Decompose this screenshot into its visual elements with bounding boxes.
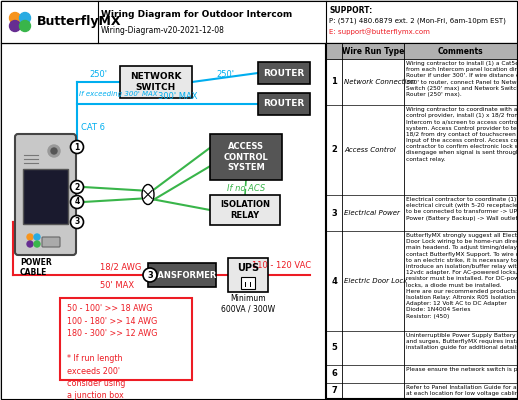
Bar	[23, 169, 68, 224]
Bar	[326, 43, 517, 59]
FancyBboxPatch shape	[15, 134, 76, 255]
Text: 1: 1	[75, 142, 80, 152]
Text: P: (571) 480.6879 ext. 2 (Mon-Fri, 6am-10pm EST): P: (571) 480.6879 ext. 2 (Mon-Fri, 6am-1…	[329, 18, 506, 24]
Text: 6: 6	[331, 370, 337, 378]
Text: 250': 250'	[216, 70, 234, 79]
Circle shape	[20, 20, 31, 32]
FancyBboxPatch shape	[60, 298, 192, 380]
Text: ISOLATION
RELAY: ISOLATION RELAY	[220, 200, 270, 220]
Text: 110 - 120 VAC: 110 - 120 VAC	[252, 261, 311, 270]
Circle shape	[143, 268, 157, 282]
Text: CAT 6: CAT 6	[81, 122, 105, 132]
Text: 18/2 AWG: 18/2 AWG	[100, 262, 141, 271]
Text: ACCESS
CONTROL
SYSTEM: ACCESS CONTROL SYSTEM	[224, 142, 268, 172]
Bar	[1, 1, 517, 43]
Text: 3: 3	[147, 270, 153, 280]
Text: 7: 7	[331, 386, 337, 395]
Text: 3: 3	[331, 208, 337, 218]
Text: Wiring contractor to install (1) a Cat5e/Cat6
from each Intercom panel location : Wiring contractor to install (1) a Cat5e…	[406, 61, 518, 97]
Text: ROUTER: ROUTER	[263, 68, 305, 78]
Text: If no ACS: If no ACS	[227, 184, 265, 193]
Text: 3: 3	[75, 218, 80, 226]
Text: Please ensure the network switch is properly grounded.: Please ensure the network switch is prop…	[406, 367, 518, 372]
Text: Refer to Panel Installation Guide for additional details. Leave 6' service loop
: Refer to Panel Installation Guide for ad…	[406, 385, 518, 396]
Text: Wiring contractor to coordinate with access
control provider, install (1) x 18/2: Wiring contractor to coordinate with acc…	[406, 107, 518, 162]
Bar	[228, 258, 268, 292]
Text: Wire Run Type: Wire Run Type	[342, 46, 404, 56]
Text: 300' MAX: 300' MAX	[158, 92, 197, 101]
Text: Uninterruptible Power Supply Battery Backup. To prevent voltage drops
and surges: Uninterruptible Power Supply Battery Bac…	[406, 333, 518, 350]
Text: 2: 2	[331, 146, 337, 154]
Circle shape	[9, 12, 21, 24]
Circle shape	[48, 145, 60, 157]
Bar	[258, 62, 310, 84]
Text: 2: 2	[75, 182, 80, 192]
Circle shape	[34, 234, 40, 240]
Text: Network Connection: Network Connection	[344, 79, 415, 85]
Text: Electrical contractor to coordinate (1)
electrical circuit (with 5-20 receptacle: Electrical contractor to coordinate (1) …	[406, 197, 518, 221]
Bar	[120, 66, 192, 98]
Bar	[258, 93, 310, 115]
Text: 1: 1	[331, 78, 337, 86]
Circle shape	[70, 216, 83, 228]
Circle shape	[20, 12, 31, 24]
Text: 5: 5	[331, 344, 337, 352]
Text: POWER
CABLE: POWER CABLE	[20, 258, 52, 278]
Circle shape	[9, 20, 21, 32]
Bar	[210, 195, 280, 225]
FancyBboxPatch shape	[42, 237, 60, 247]
Circle shape	[34, 241, 40, 247]
Text: Electrical Power: Electrical Power	[344, 210, 400, 216]
Text: 4: 4	[75, 198, 80, 206]
Text: Access Control: Access Control	[344, 147, 396, 153]
Bar	[244, 282, 246, 287]
Text: ButterflyMX: ButterflyMX	[37, 16, 122, 28]
Bar	[241, 277, 255, 289]
Text: SUPPORT:: SUPPORT:	[329, 6, 372, 15]
Text: TRANSFORMER: TRANSFORMER	[146, 270, 218, 280]
Text: If exceeding 300' MAX: If exceeding 300' MAX	[79, 91, 157, 97]
Text: 50' MAX: 50' MAX	[100, 281, 134, 290]
Text: 4: 4	[331, 276, 337, 286]
Ellipse shape	[142, 184, 154, 204]
Circle shape	[27, 234, 33, 240]
Circle shape	[70, 196, 83, 208]
Text: Wiring Diagram for Outdoor Intercom: Wiring Diagram for Outdoor Intercom	[101, 10, 292, 19]
Bar	[1, 43, 517, 399]
Text: Comments: Comments	[438, 46, 483, 56]
Text: UPS: UPS	[237, 263, 259, 273]
Circle shape	[70, 180, 83, 194]
Text: Minimum
600VA / 300W: Minimum 600VA / 300W	[221, 294, 275, 314]
Text: 50 - 100' >> 18 AWG
100 - 180' >> 14 AWG
180 - 300' >> 12 AWG

* If run length
e: 50 - 100' >> 18 AWG 100 - 180' >> 14 AWG…	[67, 304, 157, 400]
Text: Electric Door Lock: Electric Door Lock	[344, 278, 407, 284]
Text: E: support@butterflymx.com: E: support@butterflymx.com	[329, 29, 430, 36]
Circle shape	[51, 148, 57, 154]
Circle shape	[27, 241, 33, 247]
Bar	[148, 263, 216, 287]
Text: 250': 250'	[90, 70, 108, 79]
Text: NETWORK
SWITCH: NETWORK SWITCH	[130, 72, 182, 92]
Text: ROUTER: ROUTER	[263, 100, 305, 108]
Text: Wiring-Diagram-v20-2021-12-08: Wiring-Diagram-v20-2021-12-08	[101, 26, 225, 35]
Bar	[250, 282, 251, 287]
Circle shape	[70, 140, 83, 154]
Bar	[326, 43, 517, 398]
Text: ButterflyMX strongly suggest all Electrical
Door Lock wiring to be home-run dire: ButterflyMX strongly suggest all Electri…	[406, 233, 518, 318]
Bar	[210, 134, 282, 180]
